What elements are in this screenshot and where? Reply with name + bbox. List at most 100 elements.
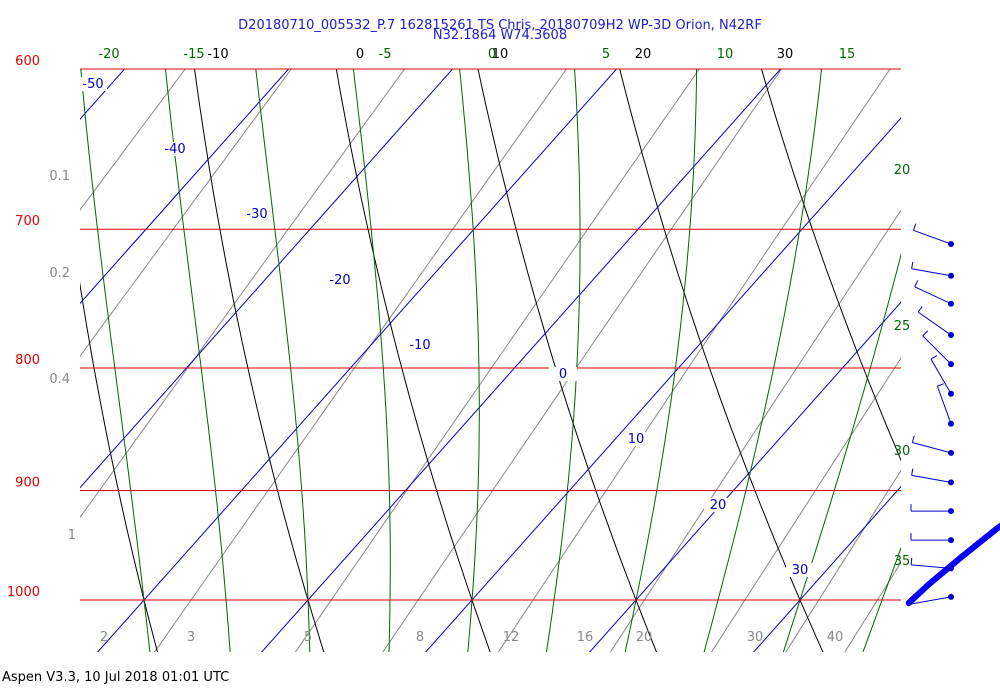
isotherm-label: 10 — [628, 432, 645, 447]
wind-barb-shaft — [911, 596, 952, 605]
wind-barb-shaft — [912, 442, 952, 454]
wind-barb — [911, 261, 954, 279]
moist-adiabat-line — [624, 69, 698, 652]
wind-barb — [910, 557, 954, 572]
isotherm-line — [589, 301, 901, 652]
moist-adiabat-line — [703, 69, 823, 652]
wind-barb-feather — [930, 355, 938, 360]
moist-adiabat-line — [545, 69, 581, 652]
wind-barb-dot — [948, 565, 954, 572]
isotherm-label: -20 — [329, 273, 350, 288]
isotherm-label: -10 — [409, 338, 430, 353]
mixing-ratio-label: 0.4 — [49, 372, 70, 387]
wind-barb-dot — [948, 420, 954, 427]
moist-adiabat-line — [80, 69, 151, 652]
mixing-ratio-line — [80, 69, 406, 519]
dry-adiabat-top-label: 30 — [777, 47, 794, 62]
moist-adiabat-side-label: 35 — [894, 554, 911, 569]
wind-barb — [917, 306, 954, 339]
wind-barb — [936, 383, 954, 427]
wind-barb — [911, 468, 954, 486]
pressure-tick-label: 1000 — [7, 585, 40, 600]
dry-adiabat-top-label: -10 — [207, 47, 228, 62]
mixing-ratio-label: 1 — [68, 528, 76, 543]
bottom-mixing-label: 12 — [503, 630, 520, 645]
pressure-tick-label: 900 — [15, 475, 40, 490]
moist-adiabat-top-label: 15 — [839, 47, 856, 62]
isotherm-label-bg — [549, 367, 577, 381]
isotherm-line — [261, 69, 782, 652]
chart-subtitle: N32.1864 W74.3608 — [432, 28, 568, 43]
mixing-ratio-line — [294, 69, 700, 652]
wind-barb-feather — [911, 468, 914, 476]
moist-adiabat-top-label: -20 — [98, 47, 119, 62]
wind-barb-dot — [948, 449, 954, 456]
bottom-mixing-label: 2 — [100, 630, 108, 645]
isotherm-label: 30 — [792, 563, 809, 578]
moist-adiabat-top-label: 10 — [717, 47, 734, 62]
wind-barb-dot — [948, 593, 954, 600]
wind-barb — [922, 330, 954, 368]
bottom-mixing-label: 20 — [636, 630, 653, 645]
wind-barb-dot — [948, 537, 954, 544]
mixing-ratio-line — [497, 69, 891, 652]
pressure-tick-label: 800 — [15, 353, 40, 368]
wind-barb — [914, 280, 954, 307]
isotherm-line — [753, 485, 901, 652]
moist-adiabat-line — [164, 69, 231, 652]
bottom-mixing-label: 8 — [416, 630, 424, 645]
moist-adiabat-line — [862, 546, 901, 652]
wind-barb-shaft — [911, 268, 952, 277]
isotherm-label: 20 — [710, 498, 727, 513]
pressure-tick-label: 600 — [15, 54, 40, 69]
moist-adiabat-side-label: 30 — [894, 444, 911, 459]
dry-adiabat-line — [619, 69, 824, 652]
wind-barb-shaft — [913, 229, 952, 245]
isotherm-line — [876, 0, 1000, 699]
bottom-mixing-label: 3 — [187, 630, 195, 645]
isotherm-label-bg — [786, 563, 814, 577]
pressure-tick-label: 700 — [15, 214, 40, 229]
wind-barb-feather — [911, 261, 914, 269]
dry-adiabat-line — [80, 281, 158, 652]
isotherm-label-bg — [622, 432, 650, 446]
isotherm-label: -50 — [82, 77, 103, 92]
wind-barb-feather — [912, 223, 917, 231]
isotherm-line — [80, 69, 126, 120]
footer-text: Aspen V3.3, 10 Jul 2018 01:01 UTC — [2, 670, 230, 685]
mixing-ratio-label: 0.1 — [49, 169, 70, 184]
isotherm-label-bg — [243, 207, 271, 221]
wind-barb-dot — [948, 240, 954, 247]
mixing-ratio-line — [785, 469, 901, 652]
mixing-ratio-line — [80, 69, 186, 211]
isotherm-label: 0 — [559, 367, 567, 382]
isotherm-label-bg — [326, 273, 354, 287]
wind-barb-dot — [948, 300, 954, 307]
moist-adiabat-top-label: -15 — [183, 47, 204, 62]
dry-adiabat-top-label: 0 — [356, 47, 364, 62]
wind-barb-shaft — [930, 358, 952, 394]
wind-barb — [930, 355, 954, 397]
dry-adiabat-top-label: 20 — [635, 47, 652, 62]
bottom-mixing-label: 30 — [747, 630, 764, 645]
wind-barb-feather — [909, 596, 913, 604]
isotherm-line — [425, 117, 901, 652]
wind-barb-shaft — [936, 385, 952, 424]
dry-adiabat-line — [760, 69, 901, 462]
wind-barb-dot — [948, 479, 954, 486]
moist-adiabat-line — [352, 69, 391, 652]
wind-barb — [912, 223, 954, 247]
wind-barb-feather — [911, 435, 915, 443]
mixing-ratio-line — [844, 561, 901, 652]
isotherm-line — [80, 69, 290, 305]
isotherm-label-bg — [406, 338, 434, 352]
isotherm-label-bg — [79, 77, 107, 91]
dewpoint-trace — [905, 522, 1000, 607]
wind-barb — [910, 533, 954, 544]
moist-adiabat-side-label: 20 — [894, 163, 911, 178]
mixing-ratio-line — [927, 0, 1000, 699]
moist-adiabat-line — [255, 69, 311, 652]
dry-adiabat-line — [880, 0, 1000, 699]
